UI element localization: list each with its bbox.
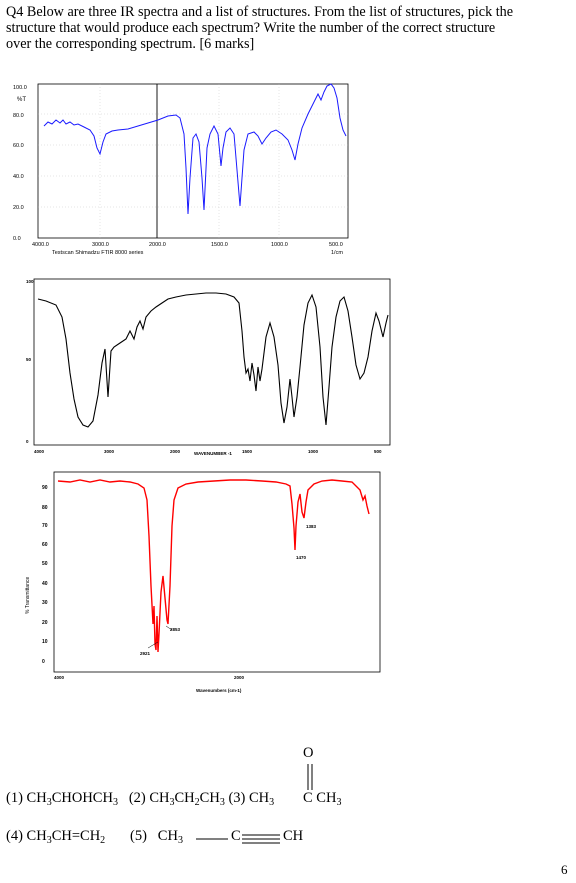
s3-ytick: 10	[42, 639, 48, 645]
s3-plot-frame	[53, 471, 381, 673]
s1-xtick: 1500.0	[211, 242, 228, 248]
s1-xtick: 3000.0	[92, 242, 109, 248]
s2-xtick: 3000	[104, 449, 115, 454]
structure-3-left: CH3	[249, 790, 275, 808]
question-line-1: Q4 Below are three IR spectra and a list…	[6, 4, 514, 20]
s2-xtick: 2000	[170, 449, 181, 454]
question-text: Q4 Below are three IR spectra and a list…	[6, 4, 566, 52]
s2-xtick: 1500	[242, 449, 253, 454]
s2-xtick: 1000	[308, 449, 319, 454]
structure-5: (5) CH3	[130, 828, 183, 846]
s1-xunit: 1/cm	[331, 250, 343, 256]
page-number: 6	[561, 862, 568, 877]
structure-5-carbon: C	[231, 828, 241, 844]
s3-peak-label: 1383	[306, 524, 317, 529]
structure-2: (2) CH3CH2CH3	[128, 790, 225, 808]
s3-ytick: 90	[42, 485, 48, 491]
s3-ytick: 30	[42, 600, 48, 606]
question-line-3: over the corresponding spectrum. [6 mark…	[6, 36, 255, 52]
triple-bond	[242, 834, 280, 844]
s2-ytick: 0	[26, 439, 29, 444]
s3-ylabel: % Transmittance	[25, 577, 31, 614]
s1-xtick: 2000.0	[149, 242, 166, 248]
s2-spectrum-trace	[37, 292, 389, 428]
s2-ytick: 100	[26, 279, 34, 284]
structure-3-carbonyl-o: O	[303, 745, 314, 761]
structure-1-3-row: (1) CH3CHOHCH3 (2) CH3CH2CH3 (3) CH3	[6, 790, 275, 808]
s2-plot-frame	[33, 278, 391, 446]
s1-xtick: 1000.0	[271, 242, 288, 248]
s1-ytick: 80.0	[13, 113, 24, 119]
s1-spectrum-trace	[43, 83, 347, 215]
s2-xtick: 4000	[34, 449, 45, 454]
s3-ytick: 0	[42, 659, 45, 665]
carbonyl-double-bond	[307, 764, 313, 790]
ir-spectrum-1: %T 100.0 80.0 60.0 40.0 20.0 0.0 4000.0 …	[13, 83, 349, 256]
s3-ytick: 40	[42, 581, 48, 587]
s3-xtick: 2000	[234, 675, 245, 680]
structure-3-right: C CH3	[303, 790, 342, 808]
structure-4: (4) CH3CH=CH2	[6, 828, 106, 846]
s1-instrument: Testscan Shimadzu FTIR 8000 series	[52, 250, 144, 256]
s3-xlabel: Wavenumbers (cm-1)	[196, 688, 242, 693]
s3-peak-label: 2853	[170, 627, 181, 632]
s3-ytick: 50	[42, 561, 48, 567]
s3-xtick: 4000	[54, 675, 65, 680]
s3-peak-label: 1470	[296, 555, 307, 560]
s1-xtick: 500.0	[329, 242, 343, 248]
s3-ytick: 20	[42, 620, 48, 626]
structure-5-terminal: CH	[283, 828, 304, 844]
s1-ytick: 60.0	[13, 143, 24, 149]
s1-ytick: 20.0	[13, 205, 24, 211]
s2-ytick: 50	[26, 357, 32, 362]
s1-ytick: 0.0	[13, 236, 21, 242]
s1-xtick: 4000.0	[32, 242, 49, 248]
s2-xtick: 500	[374, 449, 382, 454]
question-line-2: structure that would produce each spectr…	[6, 20, 496, 36]
s3-peak-label: 2921	[140, 651, 151, 656]
ir-spectrum-2: 100 50 0 4000 3000 2000 1500 1000 500 WA…	[26, 278, 391, 456]
ir-spectrum-3: % Transmittance 90 80 70 60 50 40 30 20 …	[25, 471, 381, 693]
structure-3-number: (3)	[228, 790, 246, 806]
structure-1: (1) CH3CHOHCH3	[6, 790, 118, 808]
single-bond	[196, 838, 228, 840]
s2-xlabel: WAVENUMBER -1	[194, 451, 232, 456]
s3-ytick: 60	[42, 542, 48, 548]
s1-plot-frame	[37, 83, 349, 239]
s1-ylabel: %T	[17, 97, 26, 103]
s3-spectrum-trace	[57, 479, 370, 653]
s3-ytick: 70	[42, 523, 48, 529]
s3-ytick: 80	[42, 505, 48, 511]
s1-ytick: 100.0	[13, 85, 27, 91]
s1-ytick: 40.0	[13, 174, 24, 180]
